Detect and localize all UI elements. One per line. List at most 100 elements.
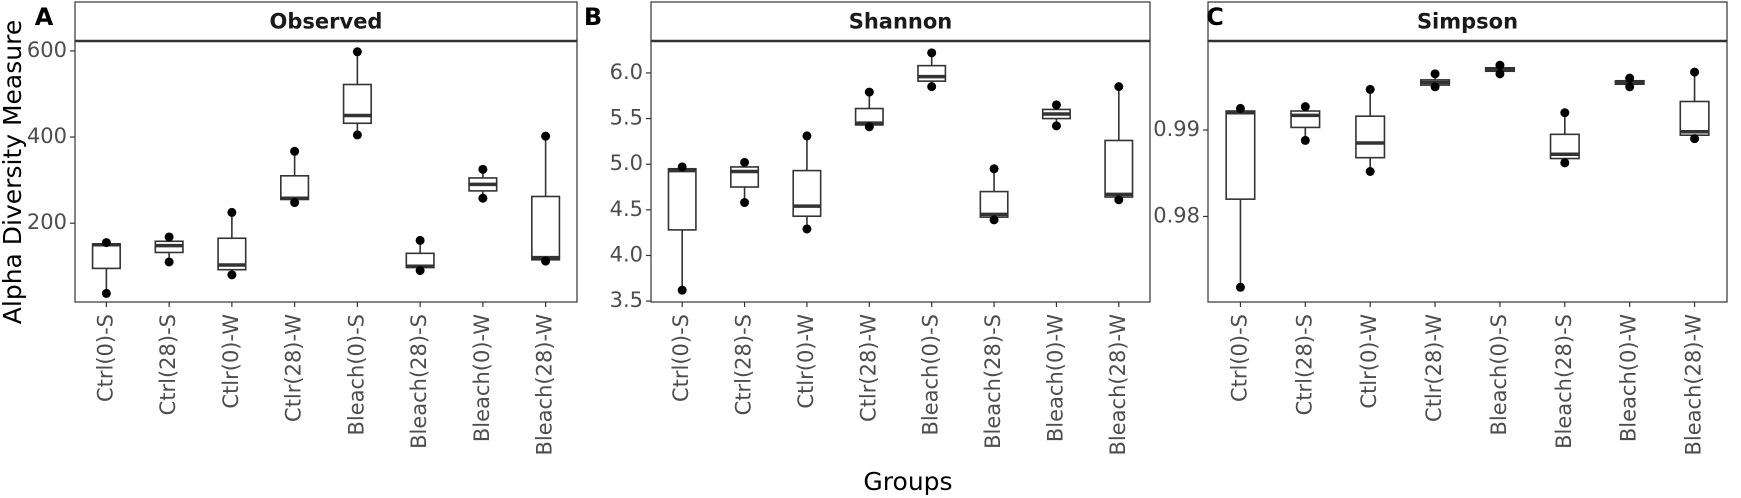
point xyxy=(1625,73,1635,83)
point xyxy=(352,47,362,57)
box xyxy=(280,175,310,201)
y-tick-label: 0.98 xyxy=(1153,203,1200,227)
x-tick-label: Ctrl(0)-S xyxy=(1227,314,1251,402)
x-tick-label: Bleach(28)-W xyxy=(1682,314,1706,456)
x-tick-label: Ctrl(0)-S xyxy=(669,314,693,402)
x-tick-label: Ctlr(0)-W xyxy=(1357,314,1381,409)
x-tick-label: Ctrl(28)-S xyxy=(732,314,756,415)
point xyxy=(989,164,999,174)
point xyxy=(802,131,812,141)
x-tick-label: Ctrl(28)-S xyxy=(156,314,180,415)
x-tick-label: Bleach(28)-S xyxy=(981,314,1005,449)
y-tick-label: 4.0 xyxy=(610,242,643,266)
y-tick-label: 3.5 xyxy=(610,288,643,312)
box xyxy=(667,167,697,231)
strip xyxy=(650,1,1151,42)
y-tick-label: 5.5 xyxy=(610,106,643,130)
panel-title: Observed xyxy=(270,10,383,34)
plot-border xyxy=(1207,40,1728,303)
point xyxy=(541,131,551,141)
box xyxy=(917,64,947,82)
point xyxy=(164,232,174,242)
x-tick-label: Ctlr(28)-W xyxy=(282,314,306,422)
x-tick-label: Ctrl(0)-S xyxy=(93,314,117,402)
point xyxy=(1114,82,1124,92)
point xyxy=(1690,134,1700,144)
x-tick-label: Bleach(28)-W xyxy=(1106,314,1130,456)
point xyxy=(927,48,937,58)
point xyxy=(864,87,874,97)
point xyxy=(290,146,300,156)
panel-label: B xyxy=(584,3,602,31)
point xyxy=(415,266,425,276)
point xyxy=(1235,282,1245,292)
panel-label: A xyxy=(35,3,54,31)
y-tick-label: 0.99 xyxy=(1153,117,1200,141)
point xyxy=(478,193,488,203)
point xyxy=(677,285,687,295)
point xyxy=(1560,158,1570,168)
box xyxy=(1104,139,1134,198)
box xyxy=(342,83,372,125)
y-tick-label: 600 xyxy=(27,38,67,62)
x-tick-label: Ctlr(28)-W xyxy=(1422,314,1446,422)
panel-title: Shannon xyxy=(849,10,953,34)
plot-border xyxy=(74,40,578,303)
point xyxy=(1495,69,1505,79)
x-tick-label: Bleach(0)-S xyxy=(1487,314,1511,436)
x-axis-title: Groups xyxy=(863,467,952,496)
box xyxy=(531,195,561,261)
x-tick-label: Bleach(28)-S xyxy=(1552,314,1576,449)
x-tick-label: Ctrl(28)-S xyxy=(1292,314,1316,415)
point xyxy=(740,157,750,167)
point xyxy=(1430,69,1440,79)
point xyxy=(989,215,999,225)
point xyxy=(227,207,237,217)
point xyxy=(352,130,362,140)
x-tick-label: Bleach(0)-W xyxy=(470,314,494,442)
strip xyxy=(74,1,578,42)
x-tick-label: Bleach(28)-S xyxy=(407,314,431,449)
point xyxy=(802,224,812,234)
point xyxy=(290,198,300,208)
box xyxy=(1225,110,1256,200)
point xyxy=(1365,167,1375,176)
point xyxy=(1300,102,1310,112)
point xyxy=(1430,82,1440,92)
box xyxy=(91,243,121,270)
x-tick-label: Bleach(0)-W xyxy=(1043,314,1067,442)
point xyxy=(1051,100,1061,110)
point xyxy=(1235,103,1245,113)
point xyxy=(541,256,551,266)
y-tick-label: 5.0 xyxy=(610,151,643,175)
point xyxy=(227,270,237,280)
point xyxy=(864,122,874,132)
point xyxy=(1365,84,1375,94)
point xyxy=(415,235,425,245)
x-tick-label: Ctlr(0)-W xyxy=(219,314,243,409)
x-tick-label: Bleach(0)-W xyxy=(1617,314,1641,442)
x-tick-label: Ctlr(0)-W xyxy=(794,314,818,409)
point xyxy=(740,198,750,208)
point xyxy=(1560,108,1570,118)
y-tick-label: 200 xyxy=(27,210,67,234)
point xyxy=(164,257,174,267)
y-tick-label: 6.0 xyxy=(610,60,643,84)
x-tick-label: Bleach(0)-S xyxy=(344,314,368,436)
point xyxy=(101,288,111,298)
point xyxy=(478,164,488,174)
x-tick-label: Bleach(28)-W xyxy=(533,314,557,456)
x-tick-label: Ctlr(28)-W xyxy=(856,314,880,422)
plot-border xyxy=(650,40,1151,303)
point xyxy=(1495,60,1505,70)
point xyxy=(1051,121,1061,131)
y-tick-label: 400 xyxy=(27,124,67,148)
y-axis-title: Alpha Diversity Measure xyxy=(0,20,27,324)
point xyxy=(101,238,111,248)
point xyxy=(927,82,937,92)
x-tick-label: Bleach(0)-S xyxy=(919,314,943,436)
panel-title: Simpson xyxy=(1417,10,1518,34)
point xyxy=(1625,82,1635,92)
point xyxy=(1114,195,1124,205)
